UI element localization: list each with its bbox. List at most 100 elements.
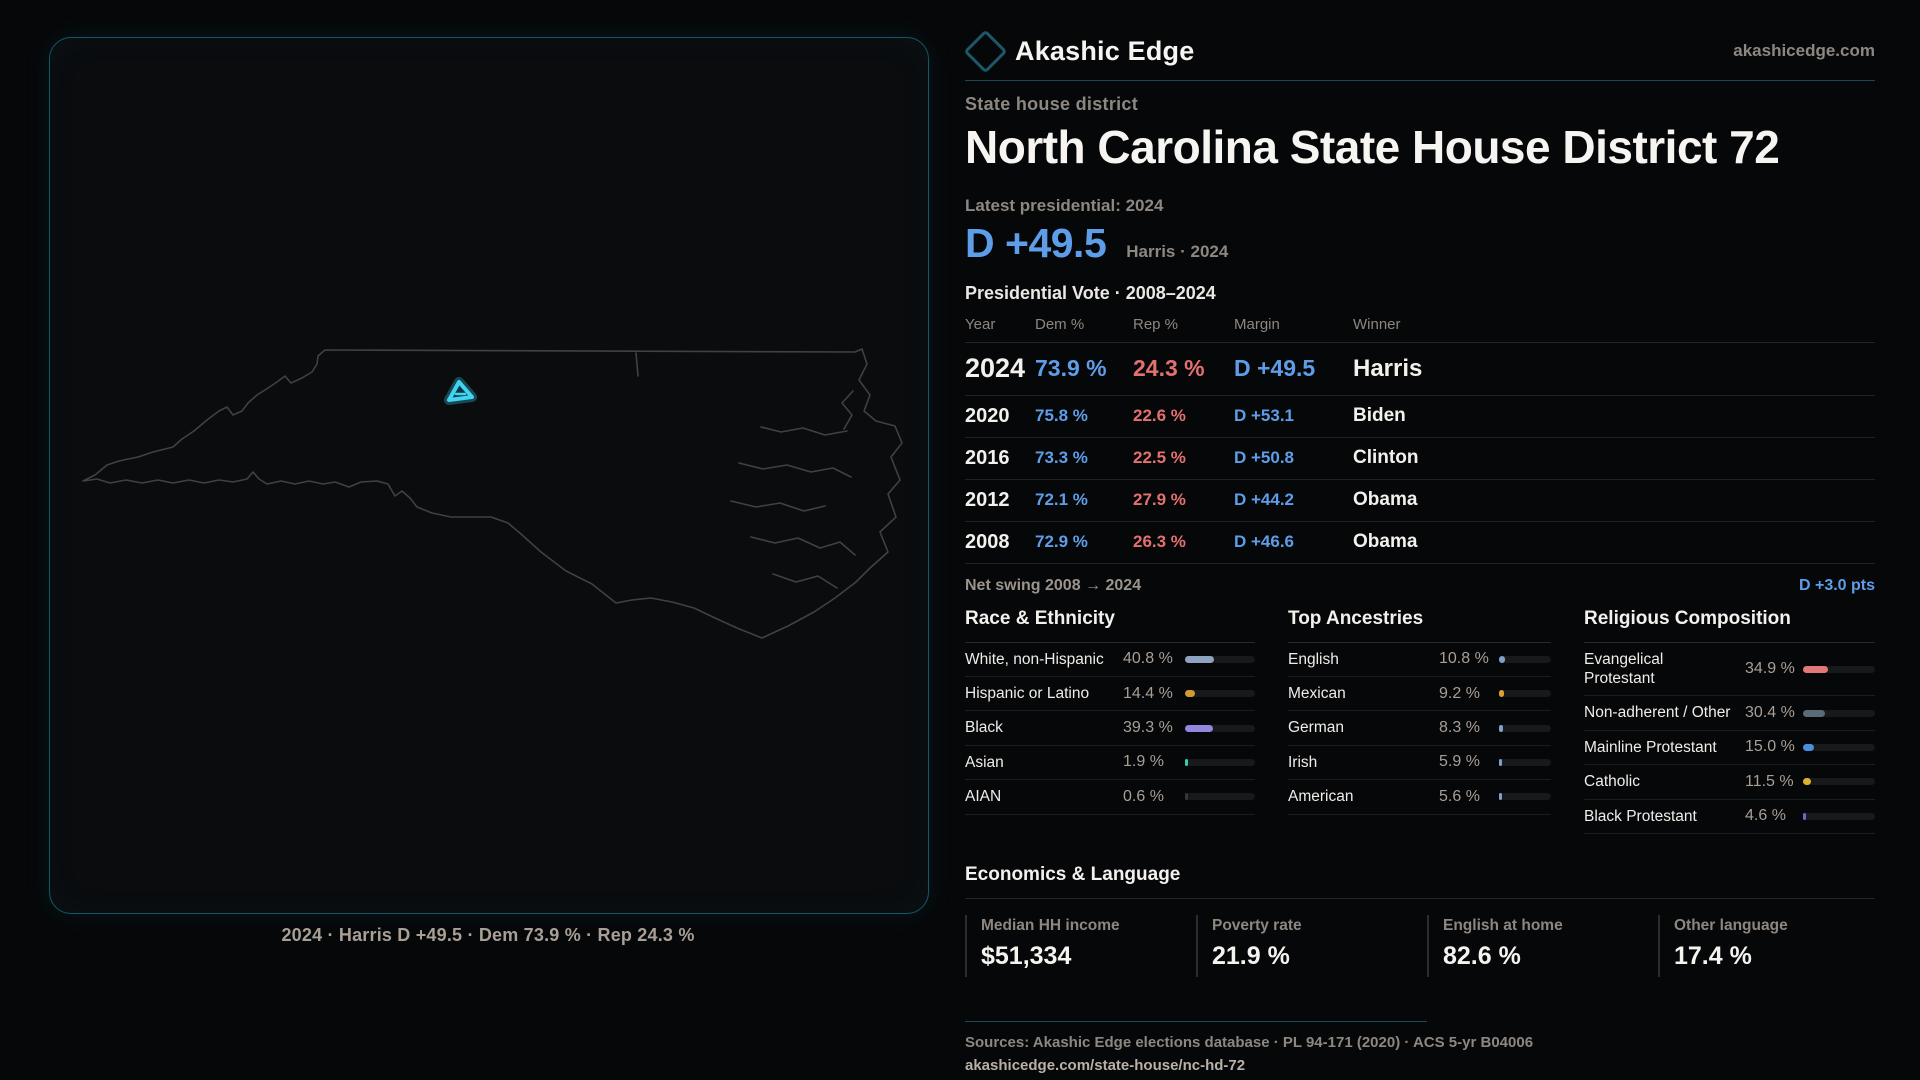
stat-bar-row: Hispanic or Latino 14.4 % [965,677,1255,712]
cell-year: 2016 [965,446,1010,469]
stat-bar-row: Evangelical Protestant 34.9 % [1584,643,1875,697]
stat-bar-track [1499,724,1551,732]
cell-rep-pct: 27.9 % [1133,490,1186,510]
stat-bar-track [1185,690,1255,698]
stat-bar-fill [1185,690,1196,698]
presidential-vote-table: Year Dem % Rep % Margin Winner 2024 73.9 % 24.3… [965,316,1875,564]
stat-bar-fill [1803,709,1825,717]
district-map-panel [49,37,929,914]
margin-context: Harris · 2024 [1126,241,1229,261]
column-header: Winner [1353,315,1401,333]
stat-bar-label: Black Protestant [1584,807,1697,825]
stat-bar-row: German 8.3 % [1288,711,1551,746]
table-row: 2008 72.9 % 26.3 % D +46.6 Obama [965,522,1875,564]
stat-bar-label: Irish [1288,753,1318,771]
net-swing-row: Net swing 2008 → 2024 D +3.0 pts [965,564,1875,599]
headline-margin: D +49.5 Harris · 2024 [965,220,1875,266]
cell-year: 2020 [965,404,1010,427]
stat-bar-fill [1185,655,1214,663]
cell-rep-pct: 22.6 % [1133,406,1186,426]
stat-bar-value: 14.4 % [1123,684,1173,702]
stat-bar-track [1803,709,1875,717]
cell-year: 2008 [965,530,1010,553]
district-highlight-marker[interactable] [444,377,477,405]
stat-bar-value: 8.3 % [1439,719,1480,737]
stat-bar-value: 30.4 % [1745,704,1795,722]
stat-bar-row: English 10.8 % [1288,643,1551,678]
stat-bar-row: Catholic 11.5 % [1584,765,1875,800]
stat-bar-track [1803,743,1875,751]
demographics-column: Race & Ethnicity White, non-Hispanic 40.8 … [965,608,1255,834]
cell-winner: Obama [1353,489,1418,511]
stat-bar-row: AIAN 0.6 % [965,780,1255,815]
demographics-column-title: Top Ancestries [1288,608,1551,643]
cell-margin: D +49.5 [1234,355,1316,382]
economic-stat-label: Poverty rate [1212,916,1302,934]
stat-bar-row: Irish 5.9 % [1288,746,1551,781]
stat-bar-track [1185,655,1255,663]
economic-stat-value: 21.9 % [1212,941,1290,970]
stat-bar-label: Catholic [1584,773,1640,791]
cell-year: 2024 [965,353,1026,384]
brand-header: Akashic Edge akashicedge.com [963,28,1875,74]
stat-bar-row: White, non-Hispanic 40.8 % [965,643,1255,678]
stat-bar-fill [1499,758,1503,766]
brand-diamond-icon [963,29,1008,73]
cell-rep-pct: 22.5 % [1133,448,1186,468]
brand-name: Akashic Edge [1015,35,1195,66]
stat-bar-label: American [1288,788,1354,806]
stat-bar-fill [1803,812,1807,820]
economic-stat-label: Median HH income [981,916,1120,934]
report-panel: Akashic Edge akashicedge.com State house… [963,28,1875,1074]
page-title: North Carolina State House District 72 [965,121,1780,173]
stat-bar-value: 9.2 % [1439,684,1480,702]
stat-bar-track [1185,724,1255,732]
stat-bar-fill [1803,743,1814,751]
stat-bar-value: 39.3 % [1123,719,1173,737]
stat-bar-track [1499,655,1551,663]
stat-bar-row: Mainline Protestant 15.0 % [1584,731,1875,766]
stat-bar-fill [1499,724,1504,732]
state-map [82,348,903,639]
cell-winner: Harris [1353,354,1423,382]
stat-bar-value: 15.0 % [1745,738,1795,756]
stat-bar-row: Asian 1.9 % [965,746,1255,781]
net-swing-value: D +3.0 pts [1798,576,1875,594]
stat-bar-row: Non-adherent / Other 30.4 % [1584,696,1875,731]
brand-domain-link[interactable]: akashicedge.com [1733,41,1875,60]
footer-divider [965,1020,1427,1022]
latest-presidential-label: Latest presidential: 2024 [965,195,1164,215]
cell-dem-pct: 73.9 % [1035,355,1107,382]
stat-bar-value: 10.8 % [1439,650,1489,668]
cell-dem-pct: 72.1 % [1035,490,1088,510]
stat-bar-fill [1185,758,1188,766]
cell-margin: D +46.6 [1234,532,1295,552]
net-swing-label: Net swing 2008 → 2024 [965,576,1142,594]
cell-rep-pct: 24.3 % [1133,355,1205,382]
permalink[interactable]: akashicedge.com/state-house/nc-hd-72 [965,1056,1246,1074]
state-outline [82,348,903,639]
margin-value: D +49.5 [965,219,1107,266]
demographics-column-title: Race & Ethnicity [965,608,1255,643]
vote-table-title: Presidential Vote · 2008–2024 [965,282,1216,303]
economic-stat: Poverty rate 21.9 % [1196,914,1413,977]
column-header: Margin [1234,315,1280,333]
cell-winner: Clinton [1353,447,1419,469]
economics-divider [965,897,1875,899]
economics-title: Economics & Language [965,863,1181,885]
cell-dem-pct: 73.3 % [1035,448,1088,468]
stat-bar-value: 11.5 % [1745,772,1794,790]
stat-bar-value: 0.6 % [1123,787,1164,805]
economic-stat-value: $51,334 [981,941,1072,970]
economic-stat-value: 82.6 % [1443,941,1521,970]
cell-dem-pct: 72.9 % [1035,532,1088,552]
stat-bar-label: White, non-Hispanic [965,650,1104,668]
table-row: 2016 73.3 % 22.5 % D +50.8 Clinton [965,438,1875,480]
cell-winner: Biden [1353,405,1406,427]
economic-stat-label: English at home [1443,916,1563,934]
stat-bar-row: Mexican 9.2 % [1288,677,1551,712]
stat-bar-label: Hispanic or Latino [965,685,1090,703]
stat-bar-label: Mexican [1288,685,1346,703]
stat-bar-fill [1803,665,1829,673]
stat-bar-row: American 5.6 % [1288,780,1551,815]
